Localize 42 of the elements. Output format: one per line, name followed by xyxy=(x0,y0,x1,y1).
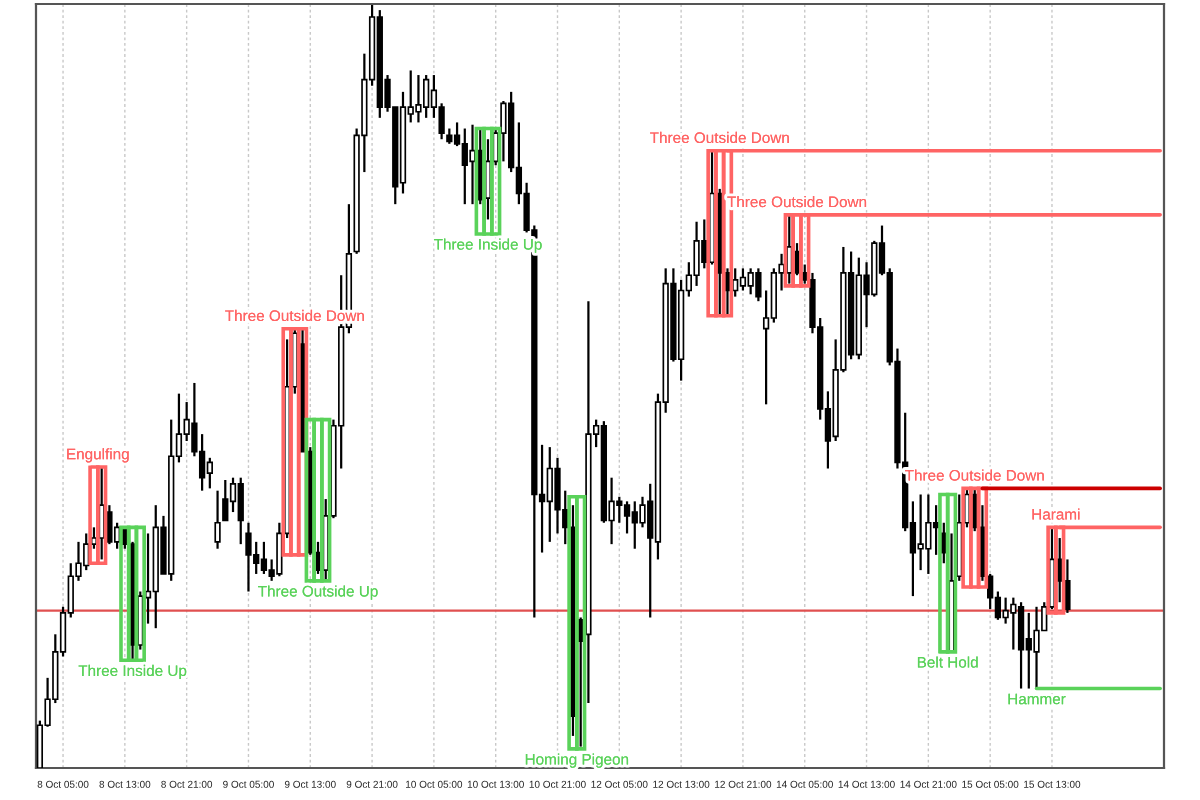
bar xyxy=(567,494,579,751)
candlestick xyxy=(415,73,422,124)
candlestick xyxy=(631,500,638,550)
candlestick xyxy=(214,489,221,550)
candlestick xyxy=(469,123,476,206)
candlestick xyxy=(423,73,430,119)
candlestick xyxy=(206,456,213,490)
bar xyxy=(96,465,108,566)
candlestick xyxy=(925,493,932,576)
bar xyxy=(938,492,950,654)
candlestick xyxy=(623,500,631,535)
candlestick xyxy=(546,446,553,543)
bar xyxy=(312,417,324,583)
candlestick xyxy=(461,127,468,206)
bar xyxy=(714,148,726,318)
bar xyxy=(304,417,316,583)
candlestick xyxy=(1010,596,1017,651)
candlestick xyxy=(1017,601,1025,690)
candlestick xyxy=(747,267,754,296)
bar xyxy=(706,148,718,318)
candlestick xyxy=(106,504,113,546)
bar xyxy=(474,126,486,236)
candlestick xyxy=(917,493,924,572)
candlestick xyxy=(229,476,237,514)
candlestick xyxy=(1025,611,1032,690)
candlestick xyxy=(276,521,283,578)
candlestick xyxy=(616,495,623,524)
candlestick xyxy=(1033,605,1040,690)
bar xyxy=(281,326,293,557)
bar xyxy=(945,492,958,654)
bar xyxy=(1046,525,1058,615)
bar xyxy=(482,126,494,236)
bar xyxy=(126,525,139,663)
candlestick xyxy=(739,267,747,292)
candlestick xyxy=(1064,558,1071,615)
candlestick xyxy=(260,540,268,576)
bar xyxy=(88,465,100,566)
bar xyxy=(791,213,803,288)
bar xyxy=(976,486,989,589)
bar xyxy=(969,486,981,589)
candlestick xyxy=(500,99,507,163)
bar xyxy=(490,126,502,236)
